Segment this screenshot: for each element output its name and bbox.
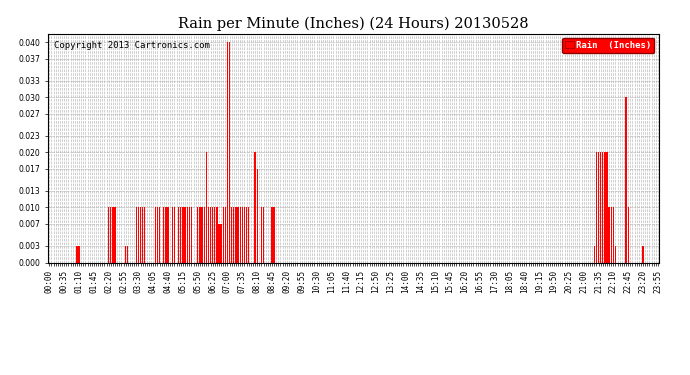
Bar <box>190 207 192 262</box>
Bar <box>598 152 599 262</box>
Bar <box>593 246 595 262</box>
Bar <box>142 207 144 262</box>
Bar <box>214 207 215 262</box>
Bar <box>595 152 597 262</box>
Bar <box>227 42 228 262</box>
Bar <box>246 207 247 262</box>
Bar <box>261 207 262 262</box>
Bar <box>112 207 114 262</box>
Bar <box>611 207 612 262</box>
Bar <box>273 207 275 262</box>
Bar <box>615 246 616 262</box>
Bar <box>168 207 169 262</box>
Bar <box>155 207 156 262</box>
Bar <box>140 207 141 262</box>
Bar <box>602 152 603 262</box>
Bar <box>237 207 239 262</box>
Bar <box>172 207 173 262</box>
Bar <box>625 97 627 262</box>
Text: Copyright 2013 Cartronics.com: Copyright 2013 Cartronics.com <box>55 40 210 50</box>
Bar <box>115 207 116 262</box>
Bar <box>248 207 249 262</box>
Bar <box>233 207 235 262</box>
Bar <box>138 207 139 262</box>
Bar <box>216 207 217 262</box>
Bar <box>271 207 273 262</box>
Bar <box>144 207 146 262</box>
Bar <box>241 207 243 262</box>
Bar <box>628 207 629 262</box>
Bar <box>188 207 190 262</box>
Bar <box>263 207 264 262</box>
Bar <box>609 207 610 262</box>
Bar <box>225 207 226 262</box>
Bar <box>184 207 186 262</box>
Title: Rain per Minute (Inches) (24 Hours) 20130528: Rain per Minute (Inches) (24 Hours) 2013… <box>178 17 529 31</box>
Bar <box>255 152 256 262</box>
Bar <box>178 207 179 262</box>
Bar <box>157 207 158 262</box>
Bar <box>206 152 207 262</box>
Bar <box>110 207 112 262</box>
Bar <box>127 246 128 262</box>
Bar <box>223 207 224 262</box>
Bar <box>642 246 644 262</box>
Bar <box>239 207 241 262</box>
Bar <box>180 207 181 262</box>
Bar <box>613 207 614 262</box>
Bar <box>108 207 109 262</box>
Bar <box>182 207 184 262</box>
Bar <box>210 207 211 262</box>
Bar <box>604 152 606 262</box>
Bar <box>174 207 175 262</box>
Bar <box>257 169 258 262</box>
Bar <box>136 207 137 262</box>
Bar <box>208 207 209 262</box>
Legend: Rain  (Inches): Rain (Inches) <box>562 38 654 53</box>
Bar <box>199 207 201 262</box>
Bar <box>212 207 213 262</box>
Bar <box>159 207 160 262</box>
Bar <box>231 207 233 262</box>
Bar <box>244 207 245 262</box>
Bar <box>201 207 203 262</box>
Bar <box>600 152 601 262</box>
Bar <box>125 246 126 262</box>
Bar <box>235 207 237 262</box>
Bar <box>229 42 230 262</box>
Bar <box>204 207 205 262</box>
Bar <box>186 207 188 262</box>
Bar <box>218 224 219 262</box>
Bar <box>197 207 199 262</box>
Bar <box>607 152 608 262</box>
